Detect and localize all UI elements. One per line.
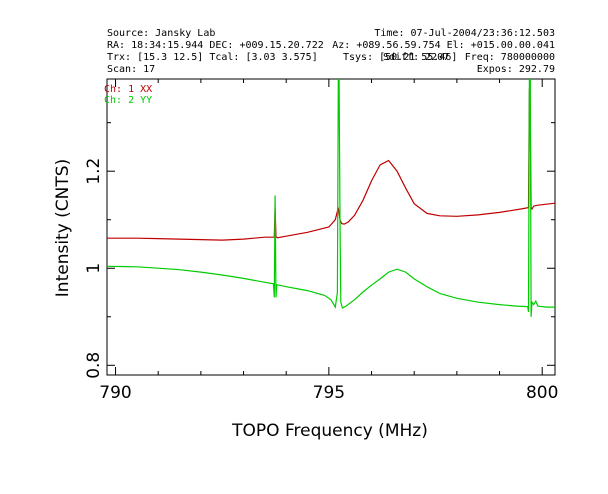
header-source: Source: Jansky Lab xyxy=(107,28,215,39)
header-scan: Scan: 17 xyxy=(107,64,155,75)
header-freq: Freq: 780000000 xyxy=(465,52,555,63)
x-tick-label: 800 xyxy=(526,383,558,403)
y-axis-title: Intensity (CNTS) xyxy=(53,159,73,297)
y-tick-label: 0.8 xyxy=(84,352,104,379)
legend-entry-ch1: Ch: 1 XX xyxy=(104,84,152,95)
x-axis-title: TOPO Frequency (MHz) xyxy=(231,421,428,441)
header-tsys: Tsys: [50.21 55.46] xyxy=(343,52,457,63)
header-trx-tcal: Trx: [15.3 12.5] Tcal: [3.03 3.575] xyxy=(107,52,318,63)
series-line-2 xyxy=(107,79,555,317)
plot-border xyxy=(106,78,556,376)
legend-entry-ch2: Ch: 2 YY xyxy=(104,95,152,106)
x-tick-label: 790 xyxy=(99,383,131,403)
header-az-el: Az: +089.56.59.754 El: +015.00.00.041 xyxy=(332,40,555,51)
y-tick-label: 1.2 xyxy=(84,158,104,185)
y-tick-label: 1 xyxy=(84,263,104,274)
plot-frame xyxy=(106,78,556,376)
x-tick-label: 795 xyxy=(313,383,345,403)
header-ra-dec: RA: 18:34:15.944 DEC: +009.15.20.722 xyxy=(107,40,324,51)
axis-tick-labels: 790 795 800 0.8 1 1.2 xyxy=(84,158,558,403)
series-line-1 xyxy=(107,88,555,241)
header-sdiff: Sdiff: 2207 xyxy=(383,52,449,63)
header-time: Time: 07-Jul-2004/23:36:12.503 xyxy=(374,28,555,39)
legend: Ch: 1 XX Ch: 2 YY xyxy=(104,84,152,106)
header-block: Source: Jansky Lab Time: 07-Jul-2004/23:… xyxy=(107,28,555,75)
header-expos: Expos: 292.79 xyxy=(477,64,555,75)
series-layer xyxy=(107,79,555,317)
axis-ticks xyxy=(107,79,555,375)
